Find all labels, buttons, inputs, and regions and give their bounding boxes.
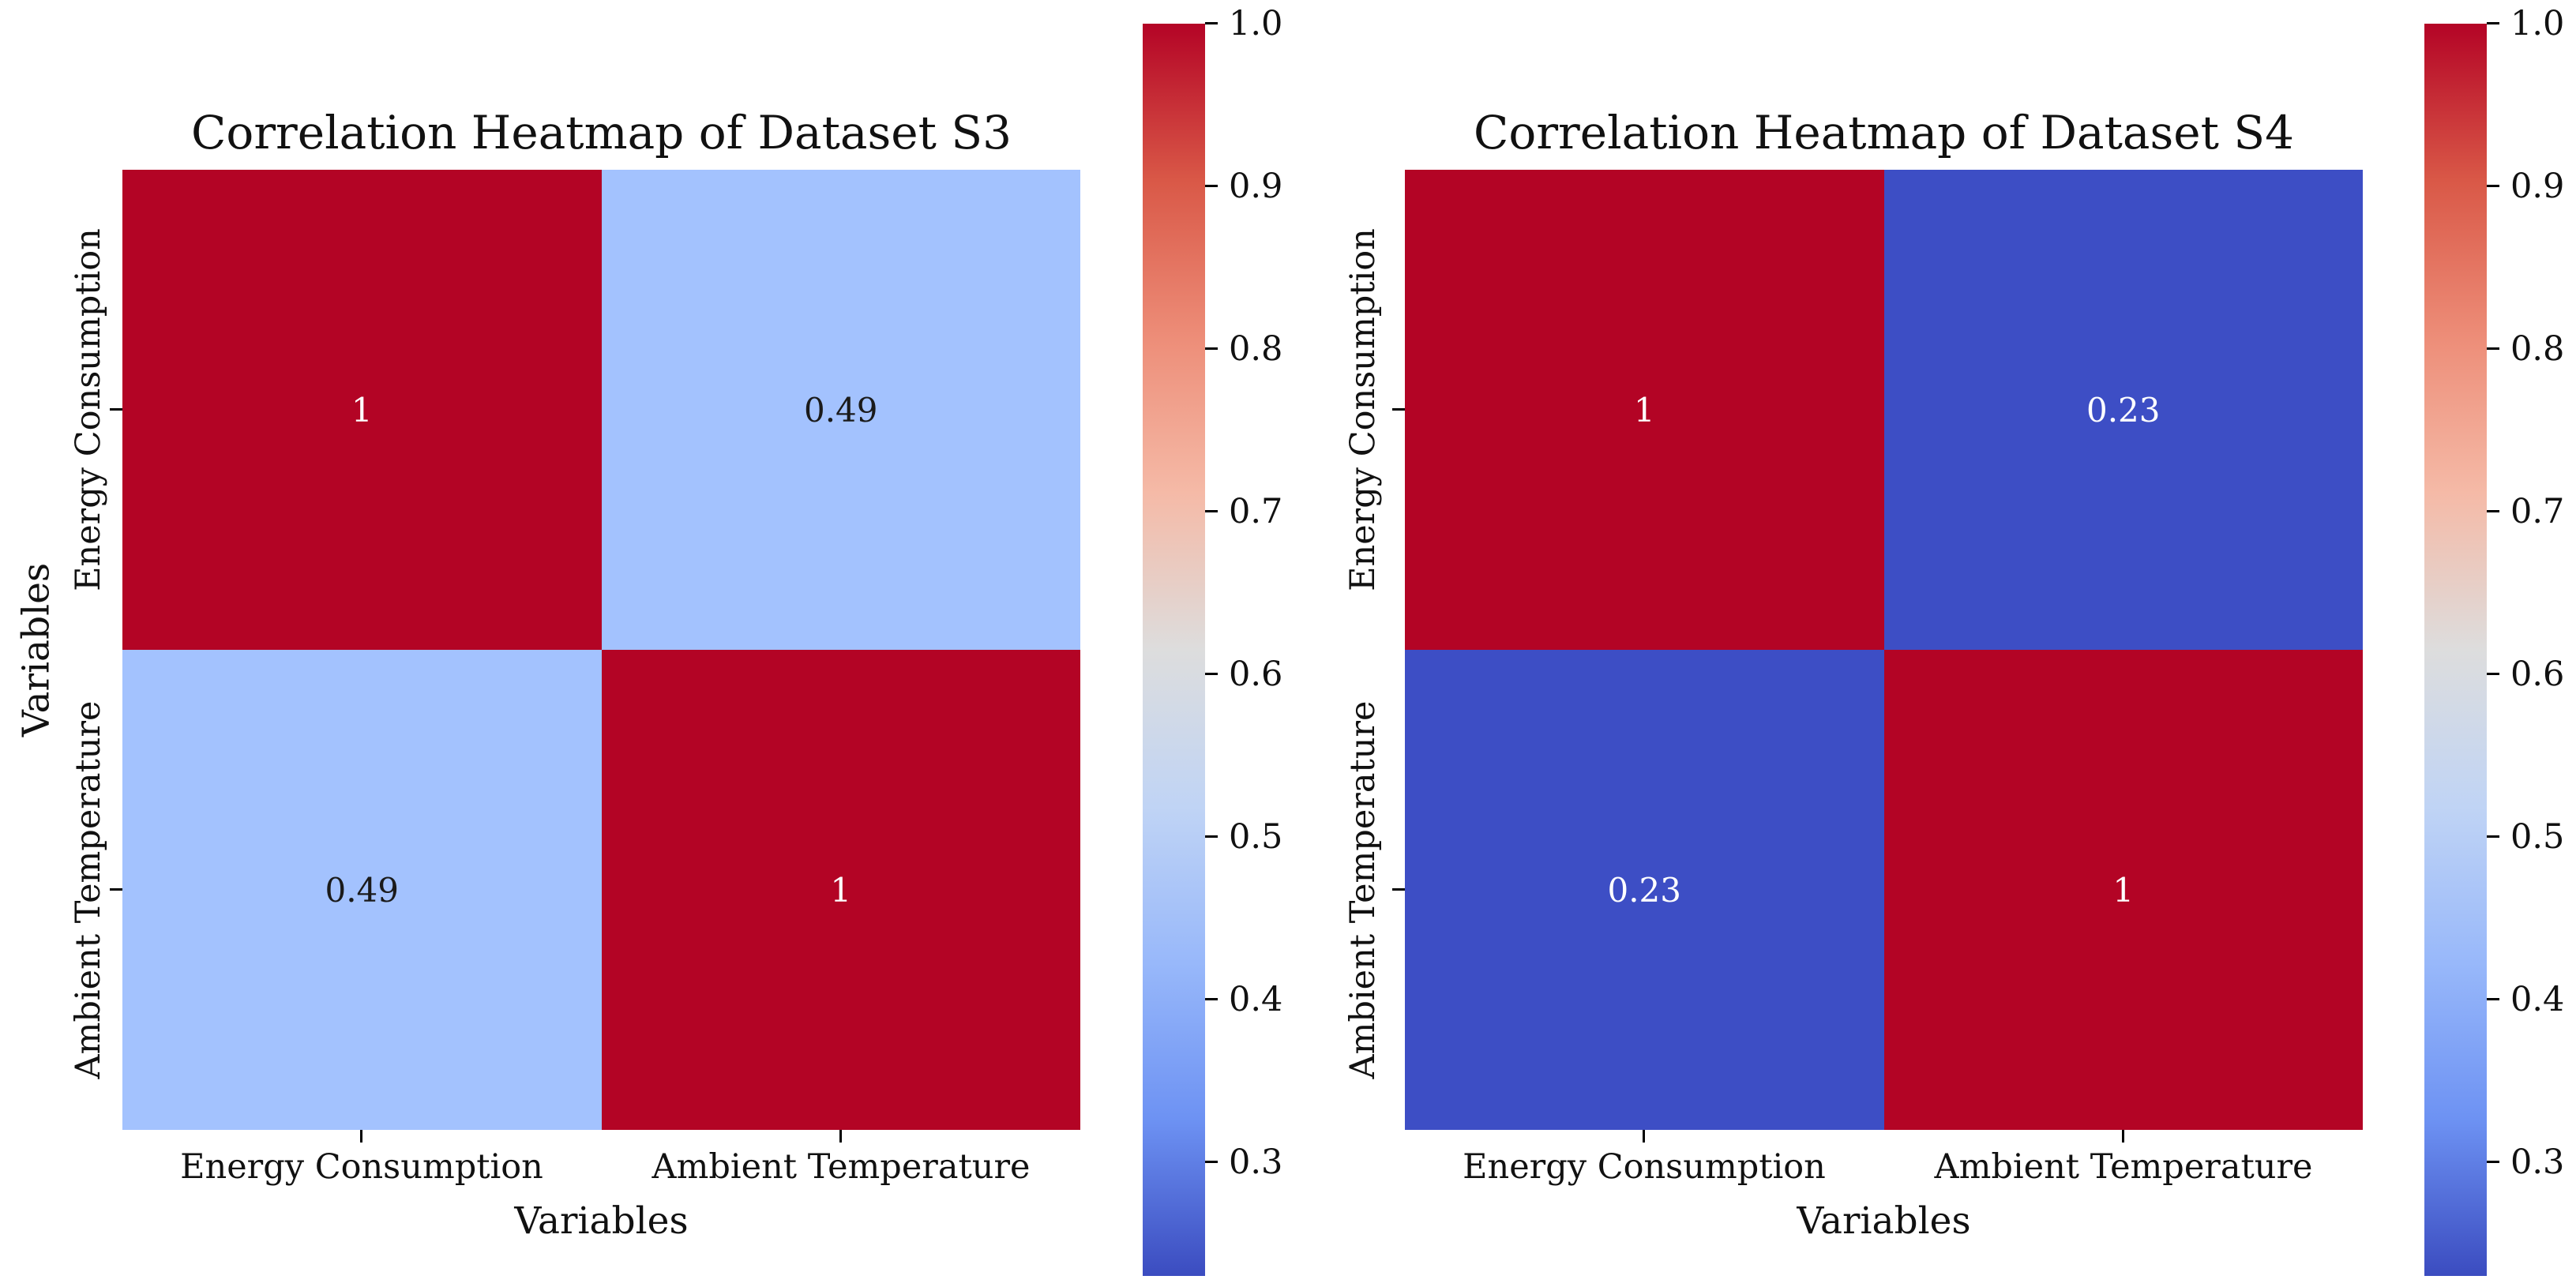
x-tick-mark bbox=[2122, 1130, 2124, 1143]
chart-title-s3: Correlation Heatmap of Dataset S3 bbox=[191, 106, 1012, 159]
colorbar-tick-mark bbox=[1205, 998, 1218, 1000]
colorbar-tick-label: 0.8 bbox=[2510, 329, 2565, 369]
colorbar-tick-mark bbox=[1205, 673, 1218, 675]
heatmap-s4: 1 0.23 0.23 1 bbox=[1405, 170, 2363, 1130]
colorbar-tick-mark bbox=[1205, 1161, 1218, 1163]
colorbar-tick-label: 0.5 bbox=[2510, 817, 2565, 857]
heatmap-cell: 1 bbox=[601, 650, 1080, 1130]
colorbar-tick-mark bbox=[2487, 673, 2499, 675]
colorbar-tick-label: 0.6 bbox=[1229, 655, 1283, 694]
colorbar-tick-label: 0.7 bbox=[2510, 492, 2565, 531]
x-tick-label: Ambient Temperature bbox=[1934, 1147, 2313, 1187]
heatmap-cell: 0.49 bbox=[601, 170, 1080, 650]
y-tick-mark bbox=[110, 408, 122, 411]
colorbar-tick-label: 0.4 bbox=[2510, 980, 2565, 1019]
heatmap-cell: 1 bbox=[122, 170, 602, 650]
heatmap-cell: 0.23 bbox=[1883, 170, 2363, 650]
heatmap-cell: 1 bbox=[1405, 170, 1884, 650]
colorbar-tick-mark bbox=[2487, 510, 2499, 512]
x-tick-mark bbox=[1643, 1130, 1645, 1143]
y-tick-mark bbox=[110, 888, 122, 891]
colorbar-tick-label: 0.9 bbox=[1229, 167, 1283, 206]
y-tick-label: Energy Consumption bbox=[1343, 228, 1383, 591]
colorbar-tick-mark bbox=[2487, 347, 2499, 350]
colorbar-tick-label: 0.6 bbox=[2510, 655, 2565, 694]
y-tick-label: Ambient Temperature bbox=[69, 700, 108, 1079]
heatmap-s3: 1 0.49 0.49 1 bbox=[122, 170, 1080, 1130]
colorbar-tick-label: 0.5 bbox=[1229, 817, 1283, 857]
colorbar-tick-mark bbox=[1205, 347, 1218, 350]
colorbar-tick-mark bbox=[2487, 1161, 2499, 1163]
colorbar-tick-mark bbox=[2487, 22, 2499, 24]
heatmap-cell: 0.23 bbox=[1405, 650, 1884, 1130]
colorbar-tick-label: 0.9 bbox=[2510, 167, 2565, 206]
colorbar-tick-mark bbox=[2487, 835, 2499, 838]
colorbar-tick-mark bbox=[1205, 185, 1218, 187]
colorbar-tick-label: 0.4 bbox=[1229, 980, 1283, 1019]
colorbar-tick-label: 0.3 bbox=[2510, 1143, 2565, 1182]
x-tick-label: Ambient Temperature bbox=[652, 1147, 1031, 1187]
y-tick-mark bbox=[1392, 888, 1405, 891]
colorbar-tick-mark bbox=[2487, 998, 2499, 1000]
colorbar-tick-mark bbox=[1205, 835, 1218, 838]
x-axis-label: Variables bbox=[1797, 1199, 1971, 1243]
x-tick-mark bbox=[839, 1130, 842, 1143]
heatmap-cell: 1 bbox=[1883, 650, 2363, 1130]
y-tick-mark bbox=[1392, 408, 1405, 411]
colorbar-tick-label: 1.0 bbox=[2510, 4, 2565, 43]
colorbar-s4 bbox=[2424, 24, 2487, 1276]
colorbar-tick-mark bbox=[1205, 510, 1218, 512]
colorbar-tick-mark bbox=[1205, 22, 1218, 24]
x-tick-label: Energy Consumption bbox=[1463, 1147, 1826, 1187]
colorbar-tick-label: 0.3 bbox=[1229, 1143, 1283, 1182]
colorbar-tick-label: 1.0 bbox=[1229, 4, 1283, 43]
chart-title-s4: Correlation Heatmap of Dataset S4 bbox=[1474, 106, 2294, 159]
y-tick-label: Ambient Temperature bbox=[1343, 700, 1383, 1079]
colorbar-tick-label: 0.7 bbox=[1229, 492, 1283, 531]
x-tick-label: Energy Consumption bbox=[180, 1147, 543, 1187]
heatmap-cell: 0.49 bbox=[122, 650, 602, 1130]
y-tick-label: Energy Consumption bbox=[69, 228, 108, 591]
x-axis-label: Variables bbox=[514, 1199, 689, 1243]
x-tick-mark bbox=[360, 1130, 362, 1143]
y-axis-label: Variables bbox=[14, 562, 58, 737]
colorbar-tick-mark bbox=[2487, 185, 2499, 187]
colorbar-tick-label: 0.8 bbox=[1229, 329, 1283, 369]
colorbar-s3 bbox=[1143, 24, 1205, 1276]
